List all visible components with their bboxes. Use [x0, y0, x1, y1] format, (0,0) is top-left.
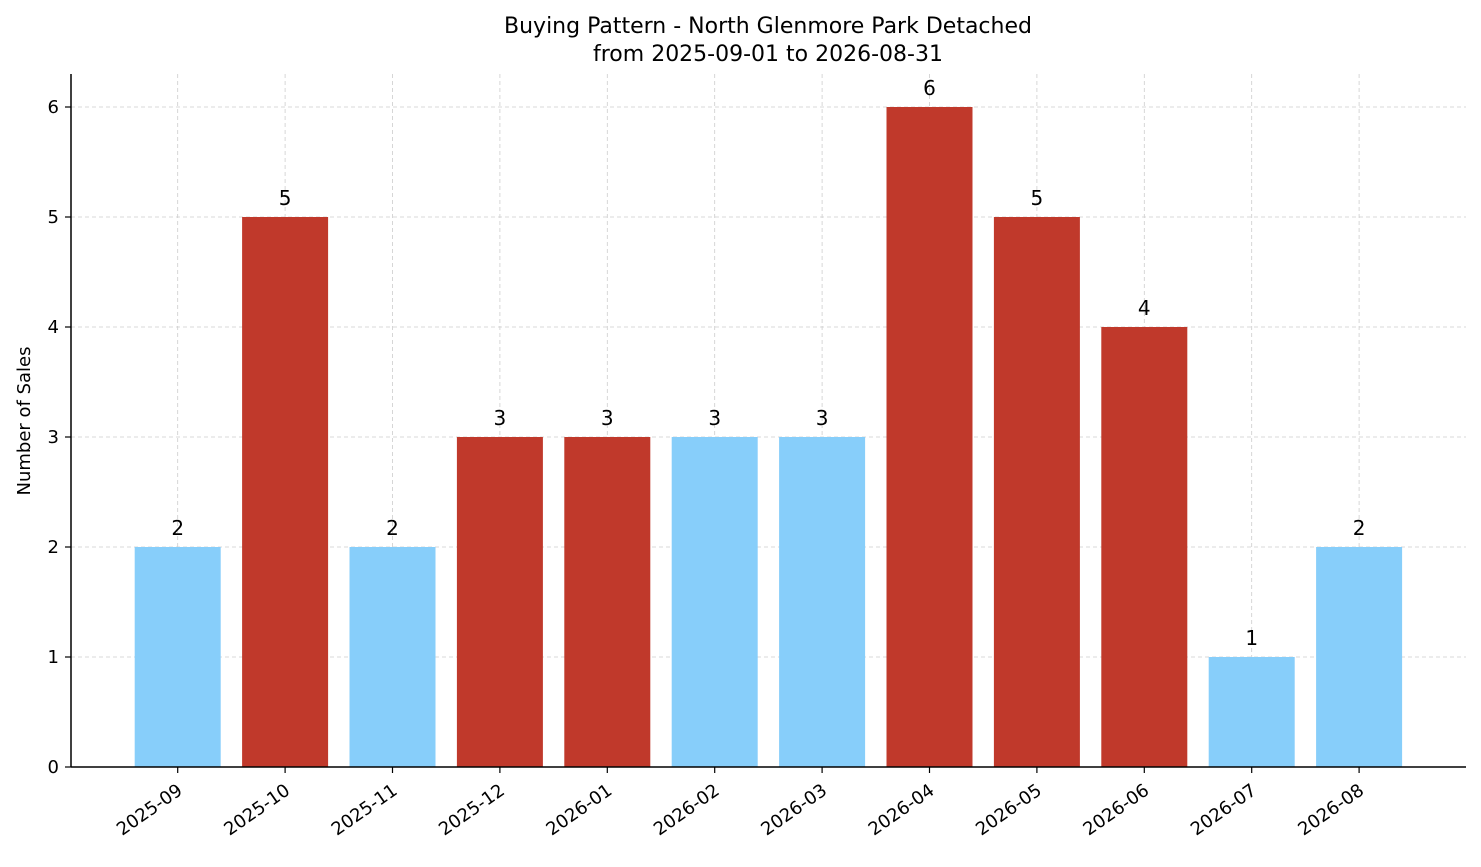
- x-tick-label: 2025-12: [435, 780, 509, 840]
- bar-value-label: 2: [386, 516, 399, 540]
- y-tick-label: 4: [48, 317, 59, 338]
- x-tick-label: 2026-01: [543, 780, 617, 840]
- bar-2026-06: [1101, 327, 1188, 767]
- bar-2026-08: [1316, 547, 1403, 767]
- bar-value-label: 5: [279, 186, 292, 210]
- bar-value-label: 4: [1138, 296, 1151, 320]
- bar-value-label: 2: [1353, 516, 1366, 540]
- x-tick-label: 2026-05: [972, 780, 1046, 840]
- bar-value-label: 3: [494, 406, 507, 430]
- x-tick-label: 2026-08: [1294, 780, 1368, 840]
- x-tick-label: 2025-11: [328, 780, 402, 840]
- y-tick-label: 2: [48, 537, 59, 558]
- bar-value-label: 5: [1031, 186, 1044, 210]
- bar-value-label: 6: [923, 76, 936, 100]
- bar-layer: [134, 107, 1403, 767]
- bar-2026-01: [564, 437, 651, 767]
- bar-2026-02: [671, 437, 758, 767]
- x-tick-label: 2026-04: [865, 780, 939, 840]
- bar-value-label: 3: [601, 406, 614, 430]
- bar-value-label: 1: [1245, 626, 1258, 650]
- x-tick-label: 2025-10: [220, 780, 294, 840]
- bar-value-label: 3: [816, 406, 829, 430]
- x-tick-label: 2025-09: [113, 780, 187, 840]
- x-tick-label: 2026-07: [1187, 780, 1261, 840]
- bar-2026-03: [779, 437, 866, 767]
- x-tick-label: 2026-06: [1080, 780, 1154, 840]
- bar-value-label: 3: [708, 406, 721, 430]
- chart-subtitle: from 2025-09-01 to 2026-08-31: [593, 42, 943, 67]
- bar-2026-05: [993, 217, 1080, 767]
- y-tick-label: 5: [48, 207, 59, 228]
- y-tick-label: 0: [48, 757, 59, 778]
- label-layer: 2 5 2 3 3 3 3 6 5 4 1 2: [171, 76, 1365, 650]
- bar-2025-12: [456, 437, 543, 767]
- bar-2026-07: [1208, 657, 1295, 767]
- x-tick-label: 2026-02: [650, 780, 724, 840]
- x-tick-label: 2026-03: [757, 780, 831, 840]
- bar-2025-09: [134, 547, 221, 767]
- bar-value-label: 2: [171, 516, 184, 540]
- chart-title: Buying Pattern - North Glenmore Park Det…: [504, 14, 1032, 39]
- bar-2025-11: [349, 547, 436, 767]
- y-axis-label: Number of Sales: [14, 346, 35, 495]
- y-tick-label: 1: [48, 647, 59, 668]
- bar-2025-10: [242, 217, 329, 767]
- y-tick-label: 3: [48, 427, 59, 448]
- bar-2026-04: [886, 107, 973, 767]
- y-tick-label: 6: [48, 97, 59, 118]
